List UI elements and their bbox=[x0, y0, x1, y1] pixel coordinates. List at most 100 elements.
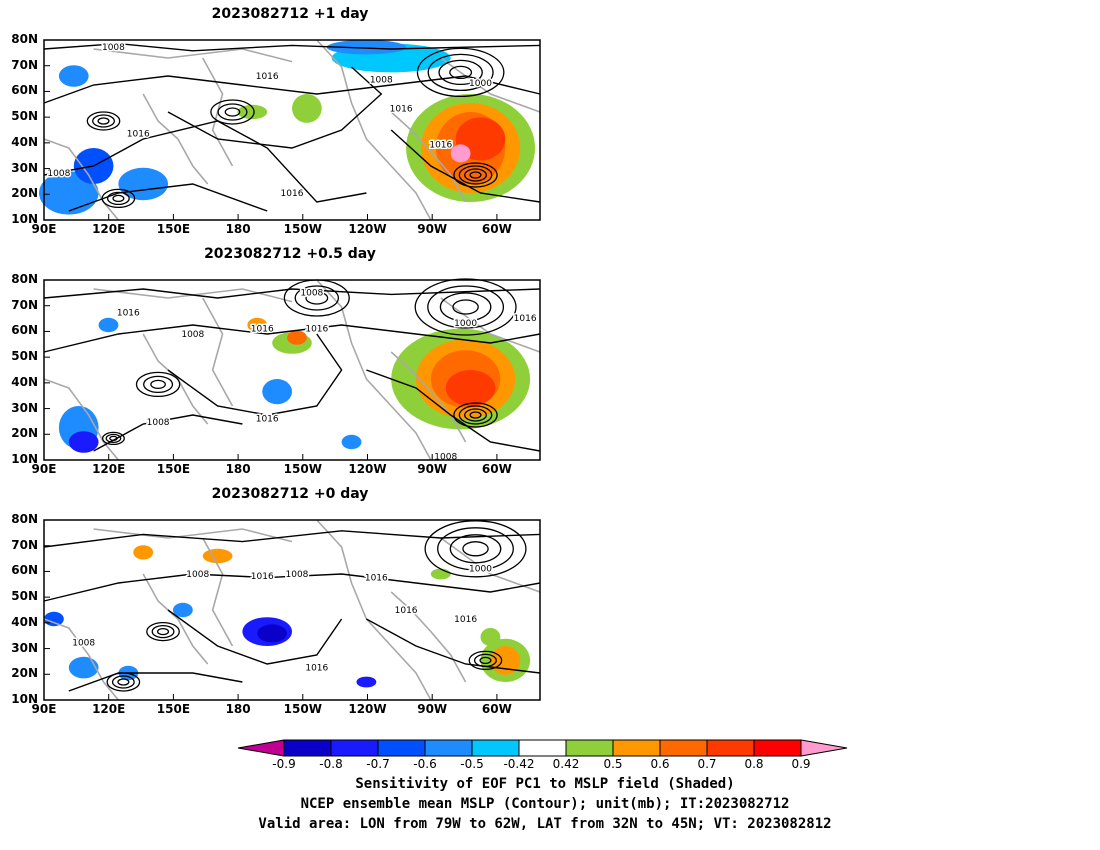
lat-tick-label: 30N bbox=[11, 640, 38, 655]
lon-tick-label: 120W bbox=[348, 462, 387, 476]
lat-tick-label: 80N bbox=[11, 512, 38, 526]
lon-tick-label: 90W bbox=[417, 222, 448, 236]
colorbar-segment bbox=[377, 739, 426, 757]
map-frame bbox=[43, 279, 541, 461]
colorbar-level-label: 0.7 bbox=[697, 757, 717, 771]
mslp-low-center bbox=[414, 278, 517, 336]
sensitivity-shade bbox=[257, 624, 288, 643]
colorbar-level-label: -0.6 bbox=[413, 757, 437, 771]
coastline bbox=[43, 618, 120, 701]
lon-tick-label: 150W bbox=[283, 222, 322, 236]
mslp-low-center bbox=[135, 371, 181, 398]
lat-tick-label: 70N bbox=[11, 297, 38, 312]
contour-label: 1008 bbox=[286, 570, 309, 580]
lat-tick-label: 40N bbox=[11, 374, 38, 389]
colorbar-level-label: -0.7 bbox=[366, 757, 390, 771]
mslp-low-center bbox=[438, 59, 483, 86]
panel-title-2: 2023082712 +0.5 day bbox=[204, 246, 376, 262]
mslp-low-center bbox=[473, 653, 497, 668]
sensitivity-shade bbox=[68, 656, 99, 679]
lat-tick-label: 10N bbox=[11, 452, 38, 466]
sensitivity-shade bbox=[356, 676, 377, 688]
lat-tick-label: 80N bbox=[11, 32, 38, 46]
mslp-low-center bbox=[210, 99, 255, 125]
contour-label: 1016 bbox=[127, 130, 150, 140]
mslp-low-center bbox=[468, 650, 503, 671]
sensitivity-shade bbox=[445, 370, 496, 406]
colorbar-segment bbox=[330, 739, 379, 757]
contour-label: 1016 bbox=[395, 606, 418, 616]
footer-line-1: Sensitivity of EOF PC1 to MSLP field (Sh… bbox=[355, 776, 735, 792]
footer-line-3: Valid area: LON from 79W to 62W, LAT fro… bbox=[258, 816, 832, 832]
sensitivity-shade bbox=[480, 628, 501, 646]
lon-tick-label: 120E bbox=[92, 702, 126, 716]
contour-label: 1016 bbox=[454, 615, 477, 625]
sensitivity-shade bbox=[58, 65, 89, 87]
coastline bbox=[202, 297, 234, 407]
contour-label: 1008 bbox=[72, 638, 95, 648]
sensitivity-shade bbox=[202, 548, 233, 564]
mslp-low-center bbox=[464, 408, 487, 422]
coastline bbox=[142, 93, 209, 185]
contour-label: 1008 bbox=[300, 289, 323, 299]
mslp-low-center bbox=[449, 534, 502, 564]
colorbar-segment bbox=[283, 739, 332, 757]
sensitivity-shade bbox=[430, 568, 451, 580]
colorbar-level-label: 0.42 bbox=[552, 757, 580, 771]
lat-tick-label: 50N bbox=[11, 349, 38, 364]
lon-tick-label: 150W bbox=[283, 702, 322, 716]
coastline bbox=[93, 288, 293, 303]
mslp-low-center bbox=[101, 188, 136, 209]
mslp-low-center bbox=[427, 53, 494, 92]
contour-label: 1008 bbox=[434, 452, 457, 462]
mslp-contour bbox=[167, 66, 383, 149]
lon-tick-label: 90E bbox=[31, 462, 57, 476]
lat-tick-label: 20N bbox=[11, 186, 38, 201]
map-frame bbox=[43, 39, 541, 221]
lat-tick-label: 50N bbox=[11, 589, 38, 604]
lon-tick-label: 120E bbox=[92, 462, 126, 476]
colorbar-level-label: 0.6 bbox=[650, 757, 670, 771]
mslp-contour bbox=[366, 618, 541, 674]
lat-tick-label: 60N bbox=[11, 83, 38, 98]
mslp-low-center bbox=[453, 162, 498, 188]
panel-title-1: 2023082712 +1 day bbox=[211, 6, 369, 22]
lat-tick-label: 20N bbox=[11, 666, 38, 681]
lon-tick-label: 150E bbox=[156, 702, 191, 716]
coastline bbox=[316, 279, 432, 461]
mslp-low-center bbox=[427, 285, 505, 329]
contour-label: 1016 bbox=[281, 189, 304, 199]
sensitivity-shade bbox=[287, 330, 307, 345]
contour-label: 1016 bbox=[305, 325, 328, 335]
mslp-low-center bbox=[464, 168, 487, 182]
lon-tick-label: 120W bbox=[348, 222, 387, 236]
mslp-low-center bbox=[458, 165, 493, 185]
map-panel-3: 1000 1008 1016 1008 1016 1016 1016 1016 1008 bbox=[43, 519, 541, 701]
lat-tick-label: 20N bbox=[11, 426, 38, 441]
mslp-contour bbox=[93, 414, 243, 452]
map-frame bbox=[43, 519, 541, 701]
colorbar-level-label: -0.9 bbox=[272, 757, 296, 771]
sensitivity-shade bbox=[68, 431, 99, 453]
contour-label: 1016 bbox=[117, 308, 140, 318]
lat-tick-label: 60N bbox=[11, 323, 38, 338]
colorbar-level-label: -0.5 bbox=[460, 757, 484, 771]
mslp-contour bbox=[68, 672, 243, 692]
contour-label: 1008 bbox=[181, 330, 204, 340]
mslp-low-center bbox=[150, 379, 166, 390]
mslp-low-center bbox=[449, 65, 473, 80]
lat-tick-label: 40N bbox=[11, 134, 38, 149]
mslp-low-center bbox=[86, 111, 121, 131]
lon-tick-label: 150W bbox=[283, 462, 322, 476]
contour-label: 1008 bbox=[186, 570, 209, 580]
mslp-low-center bbox=[305, 291, 329, 305]
contour-label: 1016 bbox=[251, 572, 274, 582]
mslp-contour bbox=[43, 42, 541, 52]
lon-tick-label: 120W bbox=[348, 702, 387, 716]
contour-label: 1016 bbox=[256, 415, 279, 425]
sensitivity-shade bbox=[133, 545, 154, 560]
coastline bbox=[440, 297, 541, 353]
mslp-low-center bbox=[101, 431, 125, 446]
lat-tick-label: 70N bbox=[11, 57, 38, 72]
colorbar-segment bbox=[753, 739, 802, 757]
